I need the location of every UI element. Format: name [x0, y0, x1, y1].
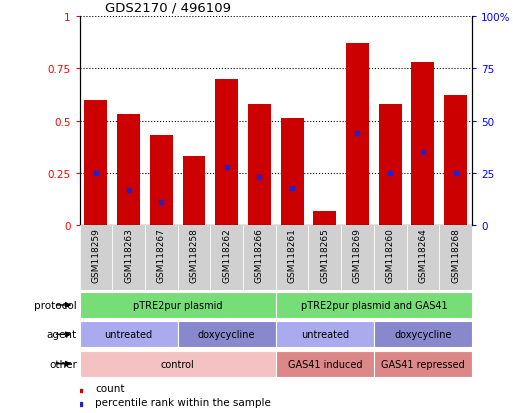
- Bar: [341, 226, 374, 290]
- Bar: [80, 403, 82, 406]
- Bar: [379, 104, 402, 226]
- Bar: [275, 292, 472, 318]
- Bar: [275, 226, 308, 290]
- Text: control: control: [161, 359, 194, 369]
- Bar: [411, 63, 435, 226]
- Bar: [243, 226, 276, 290]
- Text: GSM118258: GSM118258: [189, 228, 199, 282]
- Text: GSM118264: GSM118264: [419, 228, 427, 282]
- Text: GSM118261: GSM118261: [288, 228, 297, 282]
- Text: GSM118259: GSM118259: [91, 228, 101, 282]
- Text: GSM118265: GSM118265: [320, 228, 329, 282]
- Bar: [150, 136, 173, 226]
- Text: pTRE2pur plasmid and GAS41: pTRE2pur plasmid and GAS41: [301, 300, 447, 310]
- Bar: [346, 44, 369, 226]
- Bar: [80, 322, 177, 347]
- Text: GDS2170 / 496109: GDS2170 / 496109: [105, 2, 231, 14]
- Text: untreated: untreated: [301, 330, 349, 339]
- Text: protocol: protocol: [34, 300, 77, 310]
- Text: GSM118268: GSM118268: [451, 228, 460, 282]
- Bar: [80, 389, 82, 392]
- Text: GSM118260: GSM118260: [386, 228, 394, 282]
- Bar: [80, 292, 275, 318]
- Text: GSM118262: GSM118262: [222, 228, 231, 282]
- Text: GAS41 induced: GAS41 induced: [288, 359, 362, 369]
- Bar: [406, 226, 439, 290]
- Bar: [117, 115, 140, 226]
- Bar: [374, 322, 472, 347]
- Bar: [374, 226, 406, 290]
- Bar: [112, 226, 145, 290]
- Bar: [313, 211, 336, 226]
- Text: other: other: [49, 359, 77, 369]
- Bar: [374, 351, 472, 377]
- Text: pTRE2pur plasmid: pTRE2pur plasmid: [133, 300, 222, 310]
- Bar: [85, 100, 107, 226]
- Bar: [275, 351, 374, 377]
- Text: doxycycline: doxycycline: [198, 330, 255, 339]
- Text: GSM118269: GSM118269: [353, 228, 362, 282]
- Bar: [210, 226, 243, 290]
- Bar: [281, 119, 304, 226]
- Bar: [80, 226, 112, 290]
- Text: GAS41 repressed: GAS41 repressed: [381, 359, 465, 369]
- Text: doxycycline: doxycycline: [394, 330, 451, 339]
- Bar: [145, 226, 177, 290]
- Bar: [177, 322, 276, 347]
- Bar: [444, 96, 467, 226]
- Text: agent: agent: [47, 330, 77, 339]
- Bar: [248, 104, 271, 226]
- Text: percentile rank within the sample: percentile rank within the sample: [95, 397, 271, 407]
- Bar: [439, 226, 472, 290]
- Text: GSM118266: GSM118266: [255, 228, 264, 282]
- Text: untreated: untreated: [105, 330, 153, 339]
- Text: GSM118267: GSM118267: [157, 228, 166, 282]
- Bar: [80, 351, 275, 377]
- Bar: [177, 226, 210, 290]
- Bar: [215, 79, 238, 226]
- Bar: [275, 322, 374, 347]
- Bar: [183, 157, 205, 226]
- Text: count: count: [95, 383, 125, 393]
- Text: GSM118263: GSM118263: [124, 228, 133, 282]
- Bar: [308, 226, 341, 290]
